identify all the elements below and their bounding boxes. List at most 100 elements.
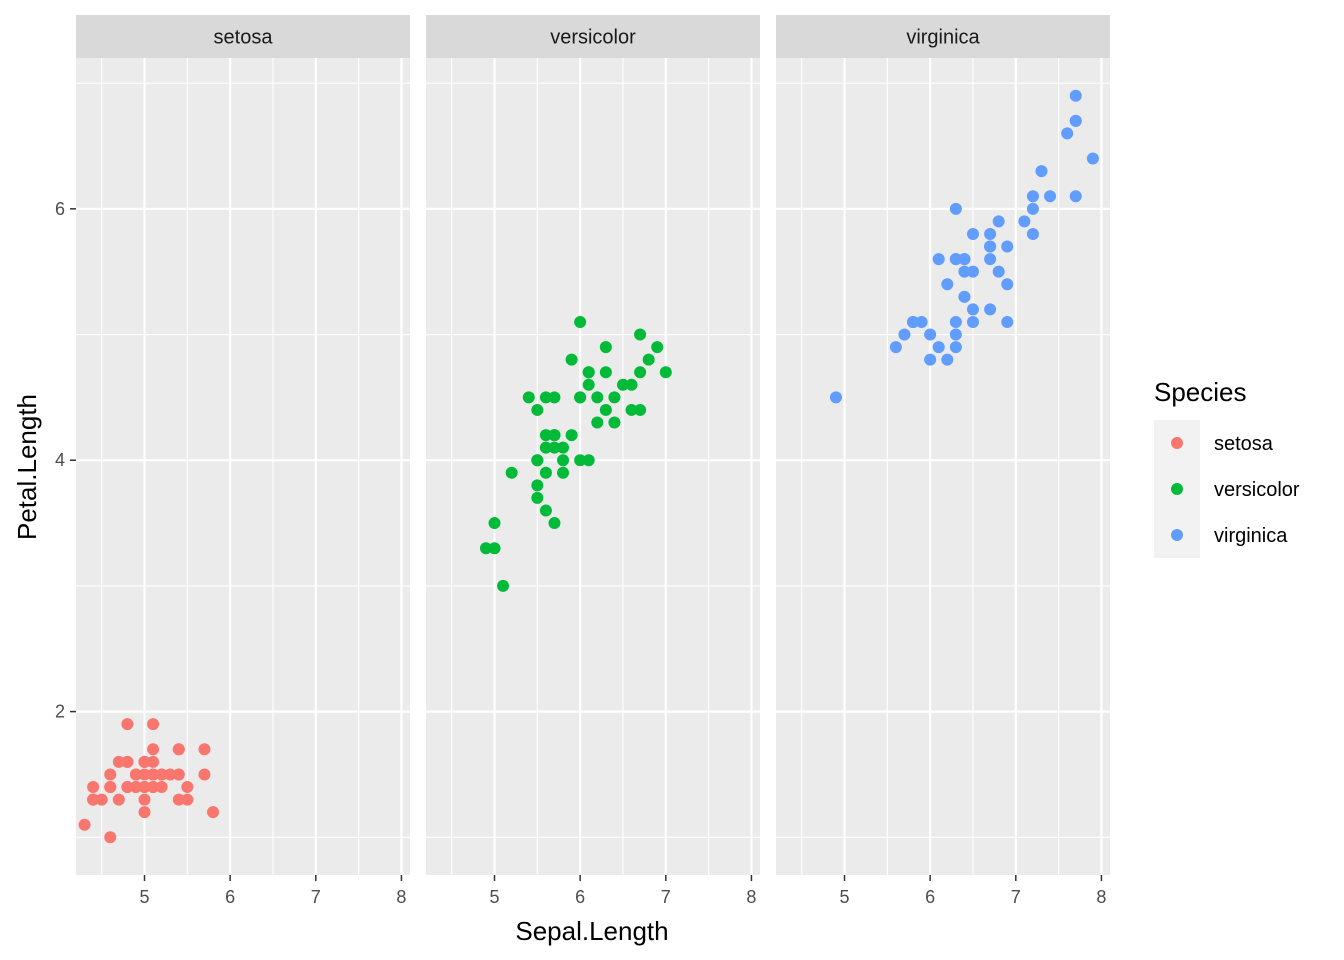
data-point-virginica <box>984 253 997 266</box>
data-point-versicolor <box>557 454 570 467</box>
data-point-virginica <box>1026 202 1039 215</box>
data-point-virginica <box>1061 127 1074 140</box>
data-point-versicolor <box>608 391 621 404</box>
data-point-setosa <box>198 768 211 781</box>
data-point-setosa <box>172 793 185 806</box>
data-point-setosa <box>172 768 185 781</box>
data-point-virginica <box>958 290 971 303</box>
data-point-setosa <box>147 768 160 781</box>
data-point-virginica <box>898 328 911 341</box>
data-point-setosa <box>112 793 125 806</box>
data-point-versicolor <box>531 403 544 416</box>
y-tick-label: 4 <box>55 450 65 470</box>
facet-strip-label: versicolor <box>550 27 636 49</box>
y-tick-label: 2 <box>55 702 65 722</box>
data-point-setosa <box>147 718 160 731</box>
legend-title: Species <box>1154 377 1247 407</box>
data-point-versicolor <box>582 454 595 467</box>
data-point-virginica <box>932 341 945 354</box>
data-point-virginica <box>958 253 971 266</box>
data-point-versicolor <box>574 454 587 467</box>
data-point-setosa <box>147 755 160 768</box>
x-tick-label: 6 <box>925 887 935 907</box>
data-point-versicolor <box>599 403 612 416</box>
y-axis: 2 4 6 <box>55 199 76 722</box>
data-point-versicolor <box>591 391 604 404</box>
data-point-versicolor <box>599 366 612 379</box>
data-point-virginica <box>941 353 954 366</box>
data-point-virginica <box>915 315 928 328</box>
data-point-virginica <box>1001 315 1014 328</box>
data-point-virginica <box>949 328 962 341</box>
data-point-versicolor <box>531 491 544 504</box>
data-point-virginica <box>966 227 979 240</box>
x-tick-label: 5 <box>840 887 850 907</box>
x-tick-label: 6 <box>575 887 585 907</box>
data-point-versicolor <box>531 479 544 492</box>
data-point-setosa <box>181 793 194 806</box>
data-point-setosa <box>78 818 91 831</box>
data-point-setosa <box>129 781 142 794</box>
data-point-setosa <box>87 781 100 794</box>
data-point-versicolor <box>539 441 552 454</box>
data-point-versicolor <box>582 378 595 391</box>
data-point-versicolor <box>548 441 561 454</box>
data-point-setosa <box>138 806 151 819</box>
data-point-virginica <box>907 315 920 328</box>
x-tick-label: 7 <box>661 887 671 907</box>
data-point-versicolor <box>582 366 595 379</box>
data-point-virginica <box>949 253 962 266</box>
data-point-setosa <box>155 781 168 794</box>
data-point-versicolor <box>574 391 587 404</box>
data-point-virginica <box>966 303 979 316</box>
facet-strip <box>776 15 1110 58</box>
data-point-versicolor <box>642 353 655 366</box>
data-point-virginica <box>924 328 937 341</box>
data-point-setosa <box>138 781 151 794</box>
data-point-virginica <box>924 353 937 366</box>
data-point-virginica <box>1035 165 1048 178</box>
data-point-versicolor <box>565 429 578 442</box>
data-point-virginica <box>966 315 979 328</box>
data-point-setosa <box>207 806 220 819</box>
facet-panels: setosa versicolor virginica <box>76 15 1110 875</box>
data-point-virginica <box>1086 152 1099 165</box>
x-tick-label: 6 <box>225 887 235 907</box>
facet-panel-versicolor: versicolor <box>426 15 760 875</box>
data-point-setosa <box>147 743 160 756</box>
data-point-virginica <box>949 341 962 354</box>
data-point-setosa <box>164 768 177 781</box>
x-tick-label: 7 <box>1011 887 1021 907</box>
data-point-virginica <box>1018 215 1031 228</box>
data-point-virginica <box>1026 190 1039 203</box>
data-point-versicolor <box>634 328 647 341</box>
data-point-setosa <box>104 831 117 844</box>
data-point-setosa <box>104 768 117 781</box>
data-point-versicolor <box>557 466 570 479</box>
x-tick-label: 8 <box>396 887 406 907</box>
data-point-setosa <box>138 755 151 768</box>
legend-key-marker <box>1171 437 1183 449</box>
legend-entry-versicolor: versicolor <box>1154 466 1300 512</box>
data-point-setosa <box>198 743 211 756</box>
data-point-virginica <box>829 391 842 404</box>
y-axis-title: Petal.Length <box>12 394 42 540</box>
x-tick-label: 7 <box>311 887 321 907</box>
data-point-setosa <box>147 781 160 794</box>
data-point-virginica <box>992 265 1005 278</box>
data-point-setosa <box>95 793 108 806</box>
data-point-versicolor <box>531 454 544 467</box>
facet-panel-setosa: setosa <box>76 15 410 875</box>
panel-background <box>426 58 760 875</box>
data-point-versicolor <box>616 378 629 391</box>
panel-background <box>76 58 410 875</box>
data-point-virginica <box>1069 190 1082 203</box>
data-point-versicolor <box>599 341 612 354</box>
legend: Species setosa versicolor virginica <box>1154 377 1300 558</box>
data-point-setosa <box>138 768 151 781</box>
legend-key-marker <box>1171 529 1183 541</box>
x-axis-title: Sepal.Length <box>515 916 668 946</box>
data-point-virginica <box>1026 227 1039 240</box>
data-point-versicolor <box>479 542 492 555</box>
